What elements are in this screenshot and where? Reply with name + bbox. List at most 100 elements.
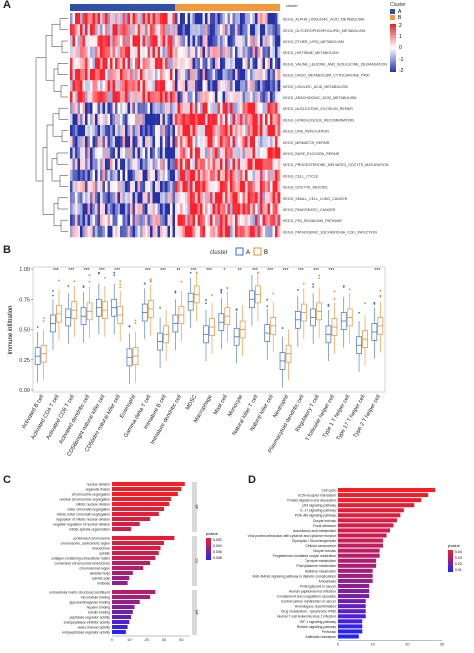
heatmap-cell xyxy=(85,91,88,103)
heatmap-cell xyxy=(180,13,183,25)
heatmap-cell xyxy=(272,192,276,204)
heatmap-cell xyxy=(270,192,273,204)
heatmap-cell xyxy=(157,192,161,204)
heatmap-cell xyxy=(112,35,116,47)
heatmap-cell xyxy=(97,13,101,25)
heatmap-cell xyxy=(205,13,208,25)
row-label: KEGG_VALINE_LEUCINE_AND_ISOLEUCINE_DEGRA… xyxy=(283,62,387,66)
outlier-point xyxy=(226,287,229,290)
heatmap-cell xyxy=(110,113,113,126)
heatmap-cell xyxy=(72,113,76,126)
go-term-label: negative regulation of nuclear division xyxy=(53,522,110,526)
heatmap-cell xyxy=(75,35,78,47)
heatmap-cell xyxy=(130,147,133,159)
heatmap-cell xyxy=(250,69,253,81)
heatmap-cell xyxy=(77,214,81,227)
heatmap-cell xyxy=(155,169,158,182)
heatmap-cell xyxy=(117,13,121,25)
heatmap-cell xyxy=(70,181,73,193)
go-bar xyxy=(112,517,151,521)
heatmap-cell xyxy=(235,214,238,227)
kegg-pvalue-scale xyxy=(448,550,453,572)
heatmap-cell xyxy=(145,158,148,171)
heatmap-cell xyxy=(172,24,176,36)
heatmap-cell xyxy=(152,181,156,193)
heatmap-cell xyxy=(150,181,153,193)
heatmap-cell xyxy=(92,24,96,36)
heatmap-cell xyxy=(125,57,128,70)
heatmap-cell xyxy=(85,147,88,159)
heatmap-cell xyxy=(250,225,253,238)
heatmap-cell xyxy=(217,69,221,81)
heatmap-cell xyxy=(207,192,211,204)
heatmap-cell xyxy=(260,35,263,47)
heatmap-cell xyxy=(162,91,166,103)
heatmap-cell xyxy=(257,69,261,81)
heatmap-cell xyxy=(227,69,231,81)
heatmap-cell xyxy=(95,169,98,182)
heatmap-cell xyxy=(110,57,113,70)
heatmap-cell xyxy=(200,91,203,103)
heatmap-cell xyxy=(112,24,116,36)
heatmap-cell xyxy=(127,192,131,204)
heatmap-cell xyxy=(107,147,111,159)
heatmap-cell xyxy=(262,35,266,47)
heatmap-cell xyxy=(225,136,228,148)
heatmap-cell xyxy=(205,91,208,103)
heatmap-cell xyxy=(80,192,83,204)
kegg-bar xyxy=(338,538,384,543)
heatmap-cell xyxy=(95,80,98,92)
outlier-point xyxy=(134,319,137,322)
heatmap-cell xyxy=(200,181,203,193)
heatmap-cell xyxy=(245,125,248,137)
heatmap-cell xyxy=(130,24,133,36)
heatmap-cell xyxy=(110,214,113,227)
heatmap-cell xyxy=(140,113,143,126)
heatmap-cell xyxy=(260,158,263,171)
heatmap-cell xyxy=(197,24,201,36)
heatmap-cell xyxy=(137,24,141,36)
heatmap-cell xyxy=(235,102,238,115)
heatmap-cell xyxy=(90,13,93,25)
heatmap-cell xyxy=(230,214,233,227)
heatmap-cell xyxy=(190,147,193,159)
heatmap-cell xyxy=(265,214,268,227)
heatmap-cell xyxy=(125,214,128,227)
heatmap-cell xyxy=(100,158,103,171)
outlier-point xyxy=(36,326,39,328)
heatmap-cell xyxy=(175,13,178,25)
heatmap-cell xyxy=(212,57,216,70)
heatmap-cell xyxy=(215,46,218,59)
heatmap-cell xyxy=(90,181,93,193)
heatmap-cell xyxy=(217,113,221,126)
heatmap-cell xyxy=(70,13,73,25)
heatmap-cell xyxy=(192,181,196,193)
heatmap-cell xyxy=(167,69,171,81)
heatmap-cell xyxy=(217,158,221,171)
heatmap-cell xyxy=(80,214,83,227)
go-term-label: mitotic sister chromatid segregation xyxy=(57,512,110,516)
heatmap-cell xyxy=(255,35,258,47)
outlier-point xyxy=(312,286,315,288)
heatmap-cell xyxy=(107,91,111,103)
heatmap-cell xyxy=(155,35,158,47)
heatmap-cell xyxy=(162,192,166,204)
heatmap-cell xyxy=(230,169,233,182)
heatmap-cell xyxy=(145,181,148,193)
heatmap-cell xyxy=(255,57,258,70)
heatmap-cell xyxy=(265,113,268,126)
heatmap-cell xyxy=(207,69,211,81)
heatmap-cell xyxy=(187,35,191,47)
heatmap-cell xyxy=(230,147,233,159)
heatmap-cell xyxy=(145,192,148,204)
heatmap-cell xyxy=(182,46,186,59)
boxplot-legend-b: B xyxy=(264,250,268,256)
heatmap-cell xyxy=(197,125,201,137)
heatmap-cell xyxy=(205,203,208,215)
heatmap-cell xyxy=(175,35,178,47)
heatmap-cell xyxy=(257,57,261,70)
heatmap-cell xyxy=(247,203,251,215)
heatmap-cell xyxy=(75,225,78,238)
significance-mark: ** xyxy=(176,268,180,274)
heatmap-cell xyxy=(107,13,111,25)
